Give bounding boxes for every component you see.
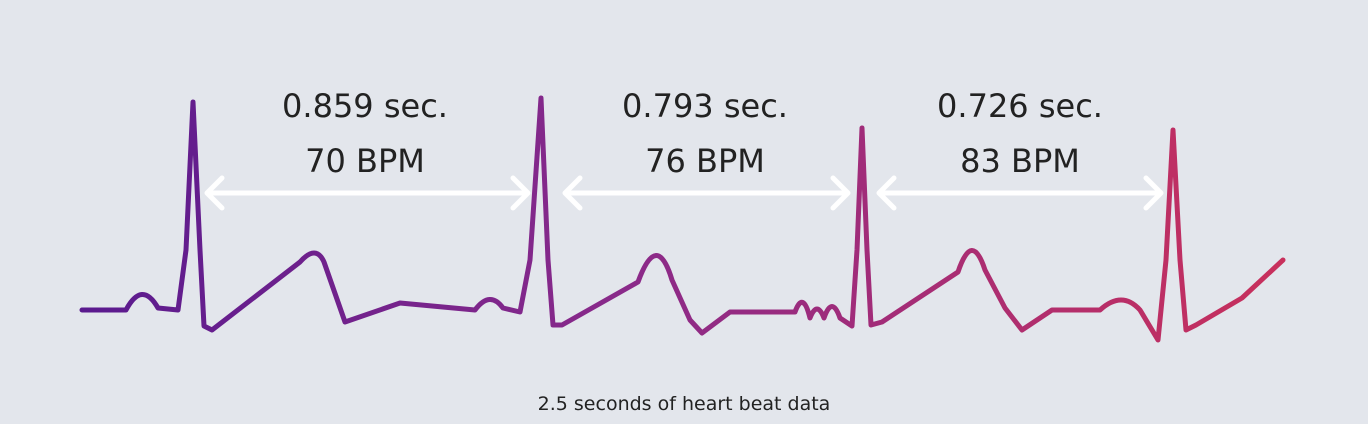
- interval-duration: 0.726 sec.: [937, 87, 1103, 125]
- interval-rate: 76 BPM: [645, 142, 765, 180]
- interval-duration: 0.859 sec.: [282, 87, 448, 125]
- interval-rate: 70 BPM: [305, 142, 425, 180]
- interval-duration: 0.793 sec.: [622, 87, 788, 125]
- interval-rate: 83 BPM: [960, 142, 1080, 180]
- ecg-trace: [79, 95, 1286, 343]
- caption: 2.5 seconds of heart beat data: [538, 393, 831, 415]
- interval-arrows: [204, 175, 1164, 211]
